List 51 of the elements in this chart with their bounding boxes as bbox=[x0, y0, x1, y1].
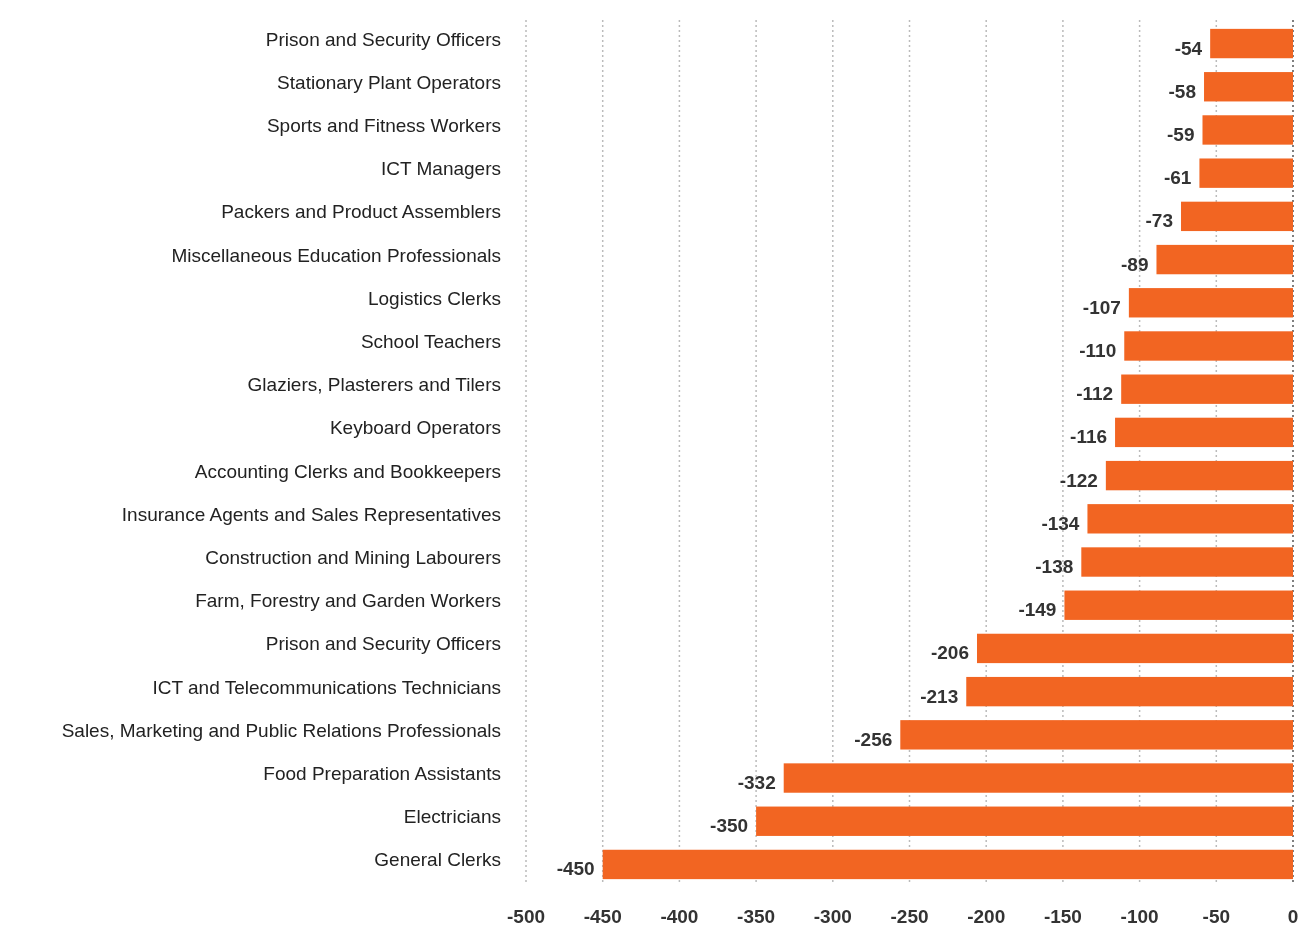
x-tick-label: -450 bbox=[583, 906, 622, 927]
data-label: -332 bbox=[737, 772, 776, 794]
y-tick-label: ICT and Telecommunications Technicians bbox=[152, 676, 501, 698]
data-label: -256 bbox=[854, 728, 893, 750]
data-label: -89 bbox=[1121, 253, 1149, 275]
y-tick-label: Keyboard Operators bbox=[329, 417, 501, 439]
x-tick-label: -200 bbox=[967, 906, 1006, 927]
data-label: -138 bbox=[1035, 556, 1074, 578]
data-label: -59 bbox=[1167, 123, 1195, 145]
y-tick-label: Stationary Plant Operators bbox=[277, 71, 501, 93]
y-tick-label: Construction and Mining Labourers bbox=[205, 547, 501, 569]
y-tick-label: Sports and Fitness Workers bbox=[266, 114, 501, 136]
data-label: -73 bbox=[1145, 210, 1174, 232]
y-tick-label: Sales, Marketing and Public Relations Professionals bbox=[61, 719, 501, 741]
data-label: -149 bbox=[1018, 599, 1057, 621]
y-tick-label: Prison and Security Officers bbox=[265, 633, 501, 655]
data-label: -61 bbox=[1163, 167, 1192, 189]
x-tick-label: -150 bbox=[1043, 906, 1082, 927]
y-tick-label: Farm, Forestry and Garden Workers bbox=[195, 590, 501, 612]
y-tick-label: Packers and Product Assemblers bbox=[221, 201, 501, 223]
data-label: -122 bbox=[1059, 469, 1098, 491]
data-label: -107 bbox=[1082, 296, 1121, 318]
x-tick-label: -400 bbox=[660, 906, 699, 927]
y-tick-label: Electricians bbox=[403, 806, 501, 828]
data-label: -54 bbox=[1174, 37, 1203, 59]
data-label: -134 bbox=[1041, 512, 1080, 534]
data-label: -112 bbox=[1076, 383, 1114, 405]
x-tick-label: -350 bbox=[737, 906, 776, 927]
y-tick-label: Logistics Clerks bbox=[367, 287, 501, 309]
x-tick-label: -50 bbox=[1202, 906, 1231, 927]
x-tick-label: 0 bbox=[1287, 906, 1299, 927]
y-tick-label: Accounting Clerks and Bookkeepers bbox=[194, 460, 501, 482]
data-label: -116 bbox=[1070, 426, 1108, 448]
y-tick-label: Prison and Security Officers bbox=[265, 28, 501, 50]
y-tick-label: Glaziers, Plasterers and Tilers bbox=[247, 374, 501, 396]
y-tick-label: Miscellaneous Education Professionals bbox=[171, 244, 501, 266]
data-label: -213 bbox=[920, 685, 959, 707]
y-tick-label: Food Preparation Assistants bbox=[263, 763, 501, 785]
x-tick-label: -300 bbox=[813, 906, 852, 927]
y-tick-label: General Clerks bbox=[374, 849, 501, 871]
y-tick-label: Insurance Agents and Sales Representatives bbox=[121, 503, 501, 525]
x-tick-label: -500 bbox=[506, 906, 546, 927]
y-tick-label: ICT Managers bbox=[380, 158, 501, 180]
data-label: -58 bbox=[1168, 80, 1197, 102]
data-label: -206 bbox=[930, 642, 969, 664]
y-tick-label: School Teachers bbox=[360, 331, 501, 352]
data-label: -450 bbox=[556, 858, 595, 880]
data-label: -350 bbox=[710, 815, 749, 837]
x-tick-label: -250 bbox=[890, 906, 929, 927]
x-tick-label: -100 bbox=[1120, 906, 1159, 927]
data-label: -110 bbox=[1079, 340, 1117, 361]
